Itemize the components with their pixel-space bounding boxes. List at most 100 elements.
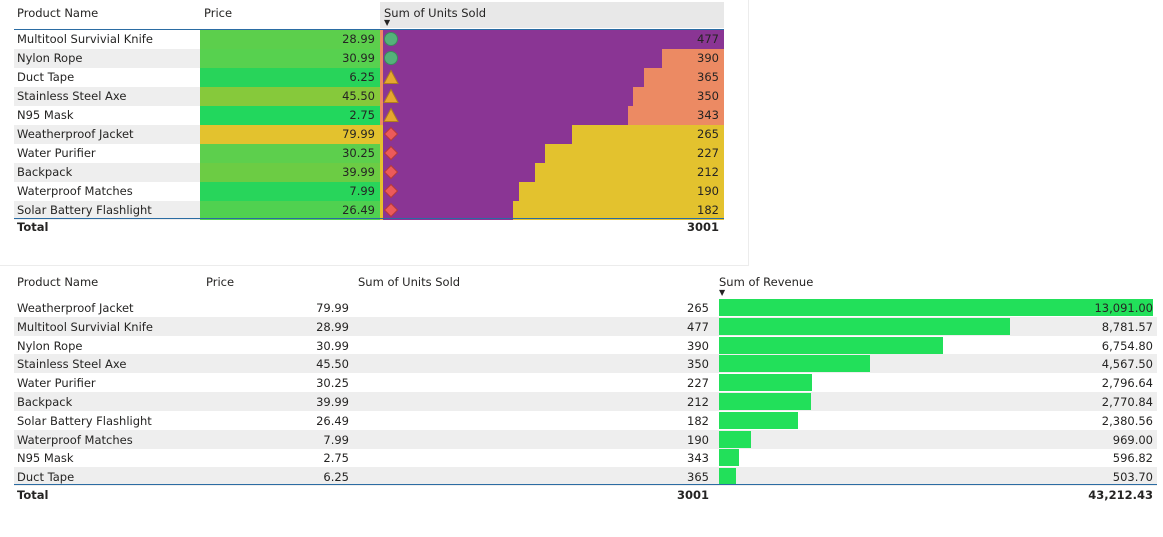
total-rule [14, 484, 1157, 485]
revenue-cell: 969.00 [1112, 433, 1153, 447]
revenue-cell: 2,796.64 [1101, 376, 1153, 390]
product-name-cell: Weatherproof Jacket [17, 127, 134, 141]
units-cell: 182 [687, 414, 709, 428]
price-cell: 79.99 [316, 301, 349, 315]
price-background [200, 49, 380, 68]
product-name-cell: Waterproof Matches [17, 433, 133, 447]
table-row[interactable] [14, 467, 1157, 486]
revenue-data-bar [719, 468, 736, 485]
column-header-product-name[interactable]: Product Name [17, 6, 99, 20]
column-header-sum-of-units-sold[interactable]: Sum of Units Sold [384, 6, 487, 20]
units-cell: 350 [687, 357, 709, 371]
product-name-cell: Stainless Steel Axe [17, 89, 127, 103]
units-cell: 212 [687, 395, 709, 409]
circle-status-icon [383, 31, 399, 47]
price-cell: 7.99 [349, 184, 375, 198]
revenue-data-bar [719, 355, 870, 372]
price-cell: 45.50 [316, 357, 349, 371]
price-cell: 28.99 [342, 32, 375, 46]
price-cell: 30.25 [342, 146, 375, 160]
revenue-data-bar [719, 374, 812, 391]
product-name-cell: Weatherproof Jacket [17, 301, 134, 315]
units-data-bar [383, 30, 724, 49]
revenue-data-bars-table: Product Name Price Sum of Units Sold Sum… [0, 267, 1163, 517]
units-cell: 227 [697, 146, 719, 160]
price-background [200, 163, 380, 182]
units-data-bar [383, 49, 662, 68]
units-cell: 477 [697, 32, 719, 46]
units-cell: 365 [697, 70, 719, 84]
price-cell: 6.25 [349, 70, 375, 84]
revenue-data-bar [719, 412, 798, 429]
product-name-cell: N95 Mask [17, 451, 74, 465]
table-row[interactable] [14, 354, 1157, 373]
units-data-bar [383, 125, 572, 144]
revenue-cell: 6,754.80 [1101, 339, 1153, 353]
price-cell: 7.99 [323, 433, 349, 447]
column-header-sum-of-revenue[interactable]: Sum of Revenue [719, 275, 814, 289]
price-cell: 26.49 [342, 203, 375, 217]
price-background [200, 106, 380, 125]
units-cell: 350 [697, 89, 719, 103]
price-background [200, 182, 380, 201]
price-cell: 26.49 [316, 414, 349, 428]
price-background [200, 30, 380, 49]
total-units: 3001 [676, 488, 709, 502]
revenue-cell: 503.70 [1112, 470, 1153, 484]
units-cell: 227 [687, 376, 709, 390]
column-header-product-name[interactable]: Product Name [17, 275, 99, 289]
table-row[interactable] [14, 392, 1157, 411]
product-name-cell: N95 Mask [17, 108, 74, 122]
price-background [200, 87, 380, 106]
price-cell: 30.99 [316, 339, 349, 353]
units-cell: 343 [697, 108, 719, 122]
sort-descending-icon[interactable]: ▼ [719, 288, 726, 297]
sort-descending-icon[interactable]: ▼ [384, 18, 391, 27]
price-cell: 39.99 [342, 165, 375, 179]
price-cell: 2.75 [349, 108, 375, 122]
units-data-bar [383, 87, 633, 106]
units-cell: 190 [697, 184, 719, 198]
revenue-cell: 2,770.84 [1101, 395, 1153, 409]
units-cell: 390 [687, 339, 709, 353]
units-cell: 190 [687, 433, 709, 447]
table-row[interactable] [14, 411, 1157, 430]
product-name-cell: Backpack [17, 165, 73, 179]
price-background [200, 68, 380, 87]
triangle-status-icon [383, 69, 399, 85]
total-label: Total [17, 220, 49, 234]
price-cell: 79.99 [342, 127, 375, 141]
product-name-cell: Duct Tape [17, 70, 75, 84]
table-row[interactable] [14, 448, 1157, 467]
total-label: Total [17, 488, 49, 502]
product-name-cell: Multitool Survivial Knife [17, 32, 153, 46]
units-data-bar [383, 182, 519, 201]
product-name-cell: Backpack [17, 395, 73, 409]
product-name-cell: Stainless Steel Axe [17, 357, 127, 371]
price-cell: 30.99 [342, 51, 375, 65]
units-cell: 265 [687, 301, 709, 315]
revenue-cell: 2,380.56 [1101, 414, 1153, 428]
price-cell: 6.25 [323, 470, 349, 484]
price-cell: 45.50 [342, 89, 375, 103]
table-row[interactable] [14, 373, 1157, 392]
circle-status-icon [383, 50, 399, 66]
units-cell: 343 [687, 451, 709, 465]
product-name-cell: Solar Battery Flashlight [17, 414, 152, 428]
column-header-price[interactable]: Price [206, 275, 235, 289]
revenue-data-bar [719, 318, 1010, 335]
header-rule [14, 29, 724, 30]
column-header-price[interactable]: Price [204, 6, 233, 20]
revenue-cell: 13,091.00 [1094, 301, 1153, 315]
price-cell: 39.99 [316, 395, 349, 409]
table-row[interactable] [14, 430, 1157, 449]
price-background [200, 125, 380, 144]
price-background [200, 144, 380, 163]
revenue-data-bar [719, 431, 751, 448]
units-cell: 365 [687, 470, 709, 484]
column-header-sum-of-units-sold[interactable]: Sum of Units Sold [358, 275, 461, 289]
revenue-data-bar [719, 449, 739, 466]
table-row[interactable] [14, 336, 1157, 355]
sorted-column-header-background [380, 2, 724, 28]
price-cell: 2.75 [323, 451, 349, 465]
